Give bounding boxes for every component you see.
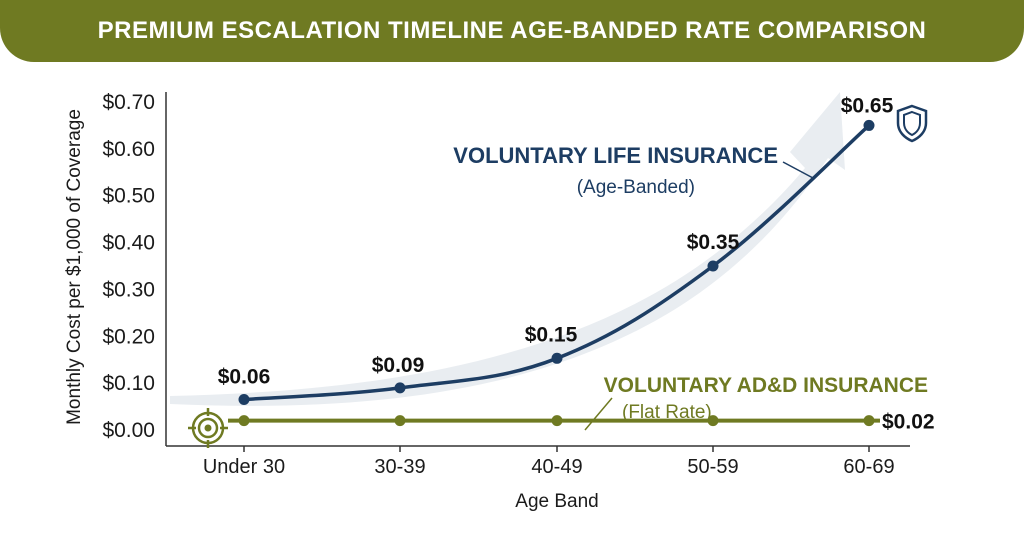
y-tick-label: $0.70 (102, 91, 155, 114)
add-data-point (238, 415, 250, 427)
life-data-label: $0.15 (525, 323, 578, 346)
chart-title: PREMIUM ESCALATION TIMELINE AGE-BANDED R… (97, 17, 927, 44)
life-data-label: $0.09 (372, 354, 425, 377)
title-banner: PREMIUM ESCALATION TIMELINE AGE-BANDED R… (0, 0, 1024, 62)
add-label-leader (584, 397, 613, 431)
x-tick-label: 50-59 (687, 456, 738, 478)
x-tick-label: 40-49 (531, 456, 582, 478)
add-data-point (707, 415, 719, 427)
y-axis-label: Monthly Cost per $1,000 of Coverage (64, 109, 85, 425)
add-series-name: VOLUNTARY AD&D INSURANCE (604, 374, 928, 397)
add-data-label: $0.02 (882, 411, 935, 434)
growth-arrow-shape (170, 92, 845, 406)
y-tick-label: $0.50 (102, 185, 155, 208)
y-tick-label: $0.40 (102, 232, 155, 255)
y-tick-label: $0.30 (102, 278, 155, 301)
add-data-point (551, 415, 563, 427)
y-tick-label: $0.00 (102, 419, 155, 442)
life-label-leader (782, 161, 814, 179)
life-data-point (863, 119, 875, 131)
y-tick-label: $0.60 (102, 138, 155, 161)
target-icon (188, 408, 228, 448)
y-tick-label: $0.10 (102, 372, 155, 395)
life-data-point (238, 394, 250, 406)
life-data-point (707, 260, 719, 272)
x-tick-label: 60-69 (843, 456, 894, 478)
life-series-subtitle: (Age-Banded) (577, 177, 695, 198)
life-data-label: $0.06 (218, 366, 271, 389)
life-data-label: $0.35 (687, 231, 740, 254)
life-data-label: $0.65 (841, 94, 894, 117)
y-tick-label: $0.20 (102, 325, 155, 348)
x-tick-label: 30-39 (374, 456, 425, 478)
shield-icon (896, 104, 928, 143)
life-data-point (394, 382, 406, 394)
x-axis-label: Age Band (515, 491, 598, 512)
add-series-subtitle: (Flat Rate) (622, 402, 712, 423)
life-series-name: VOLUNTARY LIFE INSURANCE (453, 143, 778, 168)
x-tick-label: Under 30 (203, 456, 285, 478)
add-data-point (863, 415, 875, 427)
life-series-line (243, 124, 871, 402)
life-data-point (551, 352, 563, 364)
add-data-point (394, 415, 406, 427)
